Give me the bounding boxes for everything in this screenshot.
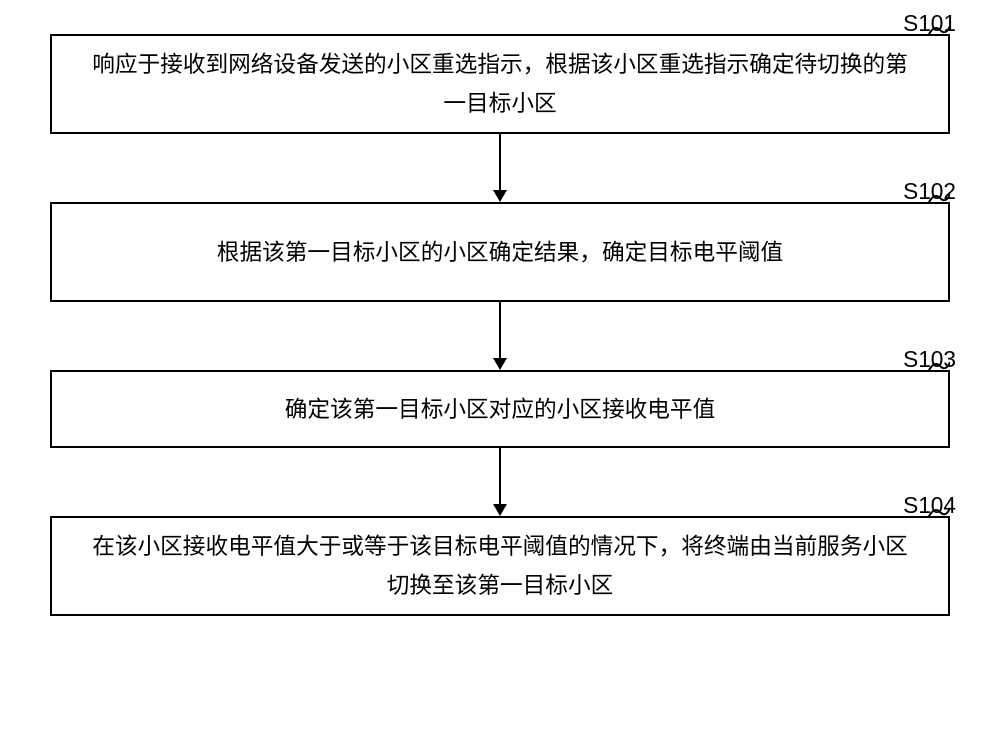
step-text: 确定该第一目标小区对应的小区接收电平值 — [285, 390, 715, 429]
arrow — [50, 134, 950, 202]
step-text: 在该小区接收电平值大于或等于该目标电平阈值的情况下，将终端由当前服务小区切换至该… — [82, 527, 918, 604]
step-box: 根据该第一目标小区的小区确定结果，确定目标电平阈值 — [50, 202, 950, 302]
step-s103: S103 确定该第一目标小区对应的小区接收电平值 — [50, 370, 950, 448]
arrow-line — [499, 448, 501, 504]
step-label: S102 — [903, 178, 956, 205]
arrow-head-icon — [493, 190, 507, 202]
arrow-head-icon — [493, 504, 507, 516]
step-box: 响应于接收到网络设备发送的小区重选指示，根据该小区重选指示确定待切换的第一目标小… — [50, 34, 950, 134]
arrow — [50, 302, 950, 370]
arrow — [50, 448, 950, 516]
step-text: 根据该第一目标小区的小区确定结果，确定目标电平阈值 — [217, 233, 783, 272]
step-box: 在该小区接收电平值大于或等于该目标电平阈值的情况下，将终端由当前服务小区切换至该… — [50, 516, 950, 616]
step-s104: S104 在该小区接收电平值大于或等于该目标电平阈值的情况下，将终端由当前服务小… — [50, 516, 950, 616]
flowchart-container: S101 响应于接收到网络设备发送的小区重选指示，根据该小区重选指示确定待切换的… — [50, 10, 950, 616]
step-text: 响应于接收到网络设备发送的小区重选指示，根据该小区重选指示确定待切换的第一目标小… — [82, 45, 918, 122]
arrow-head-icon — [493, 358, 507, 370]
step-label: S101 — [903, 10, 956, 37]
arrow-line — [499, 302, 501, 358]
step-s102: S102 根据该第一目标小区的小区确定结果，确定目标电平阈值 — [50, 202, 950, 302]
arrow-line — [499, 134, 501, 190]
step-s101: S101 响应于接收到网络设备发送的小区重选指示，根据该小区重选指示确定待切换的… — [50, 34, 950, 134]
step-label: S104 — [903, 492, 956, 519]
step-label: S103 — [903, 346, 956, 373]
step-box: 确定该第一目标小区对应的小区接收电平值 — [50, 370, 950, 448]
